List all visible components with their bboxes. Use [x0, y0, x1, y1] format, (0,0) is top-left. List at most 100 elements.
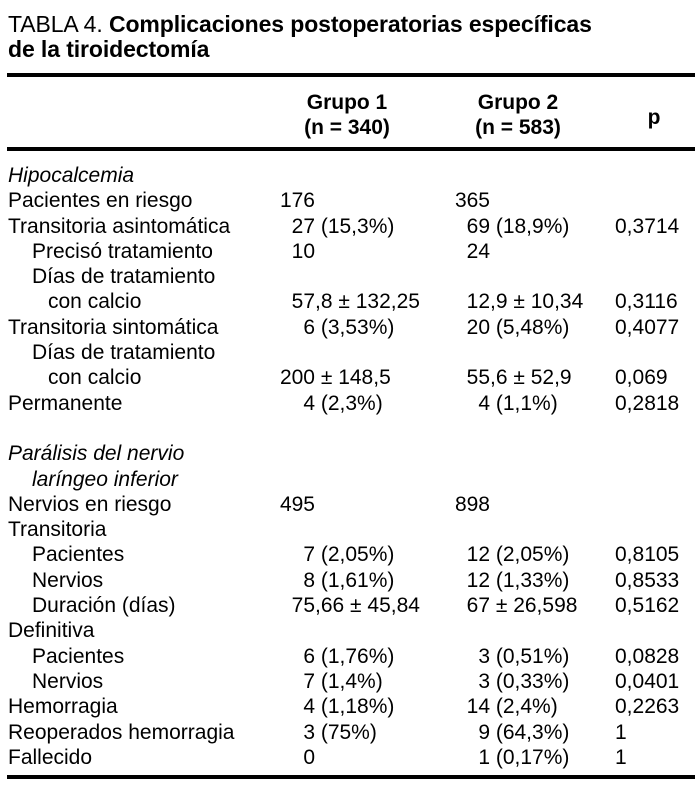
group2-value — [400, 264, 615, 289]
group1-value: 10 — [243, 239, 400, 264]
p-value: 0,4077 — [615, 315, 680, 339]
group2-value: 14 (2,4%) — [400, 694, 615, 719]
group2-value-number: 12 — [466, 543, 490, 567]
group2-value-number — [400, 340, 490, 365]
table-row: Hipocalcemia — [8, 163, 700, 188]
group2-value-number: 1 — [478, 745, 490, 769]
group2-value-number: 3 — [478, 644, 490, 668]
p-value: 0,0828 — [615, 644, 680, 668]
row-label: Pacientes en riesgo — [8, 189, 193, 213]
table-number: TABLA 4. — [8, 11, 103, 37]
group1-value-number: 0 — [303, 745, 315, 769]
group1-value: 6 (3,53%) — [243, 315, 400, 340]
group2-value-detail: (2,4%) — [490, 695, 558, 719]
group2-value: 20 (5,48%) — [400, 315, 615, 340]
row-label: con calcio — [48, 366, 142, 390]
p-value — [615, 517, 700, 542]
table-row: Transitoria asintomática 27 (15,3%) 69 (18… — [8, 214, 700, 239]
group2-value: 1 (0,17%) — [400, 745, 615, 770]
p-value: 1 — [615, 720, 627, 744]
group2-value-detail: ± 26,598 — [490, 594, 578, 618]
group2-value — [400, 416, 615, 441]
p-value — [615, 441, 700, 466]
row-label: Transitoria sintomática — [8, 315, 219, 339]
group2-value — [400, 163, 615, 188]
row-label: Días de tratamiento — [32, 341, 216, 365]
group1-value-number: 6 — [303, 644, 315, 668]
group1-value: 495 — [243, 492, 400, 517]
group2-value: 67 ± 26,598 — [400, 593, 615, 618]
group1-value: 57,8 ± 132,25 — [243, 289, 420, 314]
p-value — [615, 163, 700, 188]
group1-value — [243, 618, 400, 643]
group1-value-detail: ,8 ± 132,25 — [315, 290, 420, 314]
group2-value-number: 67 — [466, 594, 490, 618]
group1-value: 200 ± 148,5 — [243, 365, 400, 390]
group2-value-detail: (0,51%) — [490, 644, 570, 668]
group1-value-detail: (1,61%) — [315, 568, 395, 592]
row-label: Nervios en riesgo — [8, 492, 172, 516]
row-label: Precisó tratamiento — [32, 239, 213, 263]
group2-value: 9 (64,3%) — [400, 720, 615, 745]
group2-value: 12 (1,33%) — [400, 568, 615, 593]
group1-value: 8 (1,61%) — [243, 568, 400, 593]
group2-name: Grupo 2 — [477, 91, 559, 114]
group2-value: 3 (0,33%) — [400, 669, 615, 694]
table-row: Definitiva — [8, 618, 700, 643]
group2-value-number: 12 — [466, 568, 490, 592]
row-label: Nervios — [32, 669, 104, 693]
group1-value-number: 6 — [303, 315, 315, 339]
bottom-rule — [7, 775, 695, 779]
group2-value-number: 3 — [478, 669, 490, 693]
p-value — [615, 188, 700, 213]
table-row: Días de tratamiento — [8, 264, 700, 289]
row-label: Nervios — [32, 568, 104, 592]
table-title: TABLA 4. Complicaciones postoperatorias … — [8, 12, 692, 62]
p-value: 0,3116 — [615, 290, 678, 314]
row-label: Duración (días) — [32, 594, 176, 618]
row-label: Días de tratamiento — [32, 265, 216, 289]
group1-value-number: 4 — [303, 391, 315, 415]
table-row: con calcio 57,8 ± 132,25 12,9 ± 10,34 0,311… — [8, 289, 700, 314]
group2-value-detail: (18,9%) — [490, 214, 570, 238]
row-label: Hipocalcemia — [8, 164, 135, 187]
p-value — [615, 340, 700, 365]
top-rule — [7, 73, 695, 77]
group2-value-detail: (64,3%) — [490, 720, 570, 744]
group1-value-number: 495 — [279, 492, 315, 516]
group2-value-number: 24 — [466, 239, 490, 263]
p-value: 0,0401 — [615, 669, 680, 693]
table-row: Pacientes en riesgo 176 365 — [8, 188, 700, 213]
column-header-group2: Grupo 2 (n = 583) — [418, 90, 618, 141]
table-row: Fallecido 0 1 (0,17%) 1 — [8, 745, 700, 770]
group1-value-number: 200 — [279, 366, 315, 390]
group2-value-number — [400, 618, 490, 643]
group2-value-detail: (0,33%) — [490, 669, 570, 693]
p-value: 0,8105 — [615, 543, 680, 567]
group1-value: 4 (2,3%) — [243, 391, 400, 416]
group1-value-number — [243, 467, 315, 492]
group2-value — [400, 517, 615, 542]
group1-value-detail: (15,3%) — [315, 214, 395, 238]
table-row: Parálisis del nervio — [8, 441, 700, 466]
p-value — [615, 239, 700, 264]
p-value: 1 — [615, 745, 627, 769]
group1-value-number: 7 — [303, 669, 315, 693]
row-label: con calcio — [48, 290, 142, 314]
group2-value-detail: (5,48%) — [490, 315, 570, 339]
group1-value-number — [243, 441, 315, 466]
table-row: laríngeo inferior — [8, 467, 700, 492]
group1-value-number — [243, 264, 315, 289]
row-label: laríngeo inferior — [32, 467, 178, 491]
group2-value: 12,9 ± 10,34 — [400, 289, 615, 314]
group1-value: 75,66 ± 45,84 — [243, 593, 420, 618]
group2-value — [400, 441, 615, 466]
group1-value-detail: (1,4%) — [315, 669, 383, 693]
p-value: 0,2263 — [615, 695, 680, 719]
table-row: Nervios 7 (1,4%) 3 (0,33%) 0,0401 — [8, 669, 700, 694]
table-row: Transitoria — [8, 517, 700, 542]
group2-value: 69 (18,9%) — [400, 214, 615, 239]
table-row: Nervios en riesgo 495 898 — [8, 492, 700, 517]
table-body: Hipocalcemia Pacientes en riesgo 176 365 Tra… — [8, 163, 700, 770]
group1-value: 7 (1,4%) — [243, 669, 400, 694]
